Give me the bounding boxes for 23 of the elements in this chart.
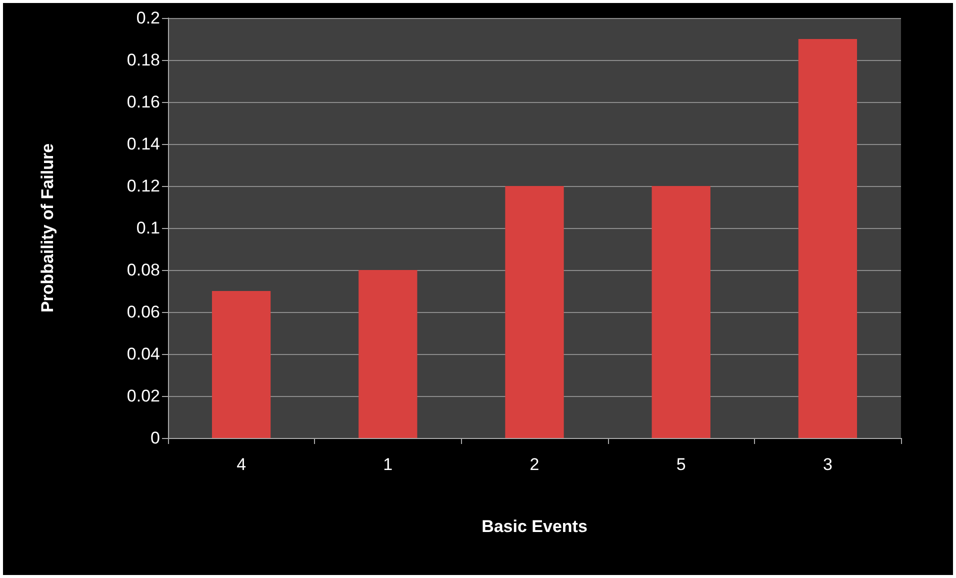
y-tick-label: 0.12 xyxy=(126,176,160,196)
x-tick-label: 2 xyxy=(530,455,540,474)
y-tick-label: 0 xyxy=(150,428,160,448)
y-tick-label: 0.18 xyxy=(126,50,160,70)
x-tick-label: 1 xyxy=(383,455,393,474)
x-axis-title: Basic Events xyxy=(482,517,588,536)
bar xyxy=(798,39,858,438)
y-tick-label: 0.04 xyxy=(126,344,160,364)
x-tick-label: 3 xyxy=(822,455,832,474)
y-tick-label: 0.08 xyxy=(126,260,160,280)
x-tick-label: 4 xyxy=(236,455,246,474)
y-axis-title: Probbaility of Failure xyxy=(38,143,57,313)
y-tick-label: 0.06 xyxy=(126,302,160,322)
bar xyxy=(212,291,271,438)
bar xyxy=(358,270,418,438)
x-tick-label: 5 xyxy=(676,455,686,474)
bar xyxy=(652,186,710,438)
y-tick-label: 0.14 xyxy=(126,134,160,154)
bar xyxy=(505,186,564,438)
y-tick-label: 0.2 xyxy=(136,8,160,28)
y-tick-label: 0.16 xyxy=(126,92,160,112)
y-tick-label: 0.1 xyxy=(136,218,160,238)
y-tick-label: 0.02 xyxy=(126,386,160,406)
